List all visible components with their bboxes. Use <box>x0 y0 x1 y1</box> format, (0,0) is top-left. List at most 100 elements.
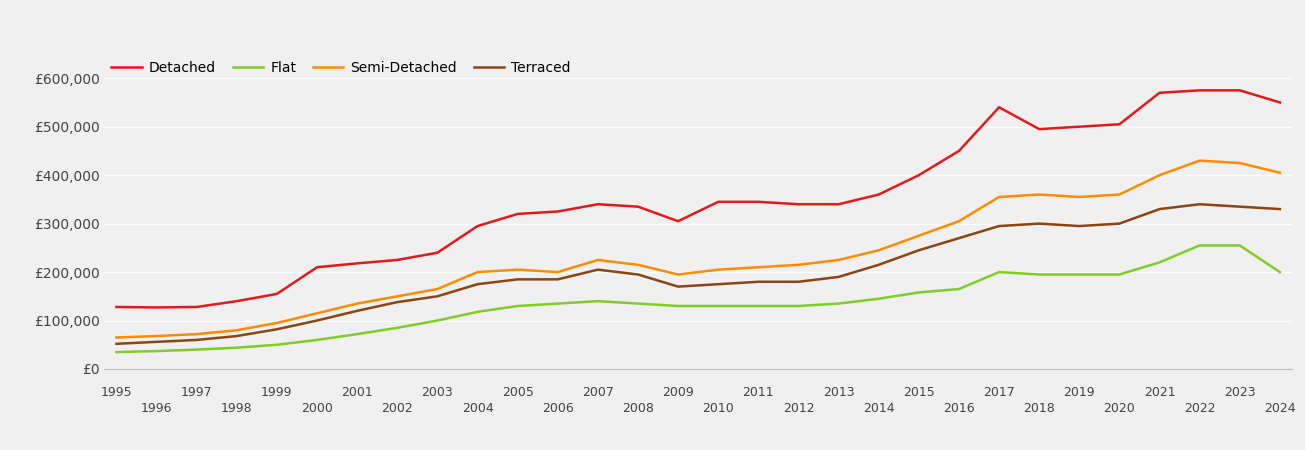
Terraced <box>470 282 485 287</box>
Semi-Detached <box>1272 170 1288 176</box>
Text: 2012: 2012 <box>783 402 814 415</box>
Terraced <box>1071 223 1087 229</box>
Text: 1995: 1995 <box>100 386 132 399</box>
Flat <box>1232 243 1248 248</box>
Terraced <box>710 282 726 287</box>
Semi-Detached <box>671 272 686 277</box>
Semi-Detached <box>1071 194 1087 200</box>
Line: Semi-Detached: Semi-Detached <box>116 161 1280 338</box>
Flat <box>470 309 485 315</box>
Detached <box>911 172 927 178</box>
Terraced <box>389 299 405 305</box>
Semi-Detached <box>992 194 1007 200</box>
Text: 2019: 2019 <box>1064 386 1095 399</box>
Flat <box>1152 260 1168 265</box>
Text: 2004: 2004 <box>462 402 493 415</box>
Detached <box>429 250 445 256</box>
Flat <box>1071 272 1087 277</box>
Text: 2014: 2014 <box>863 402 894 415</box>
Semi-Detached <box>1031 192 1047 197</box>
Text: 2011: 2011 <box>743 386 774 399</box>
Terraced <box>228 333 244 339</box>
Detached <box>710 199 726 204</box>
Text: 2002: 2002 <box>381 402 414 415</box>
Detached <box>1112 122 1128 127</box>
Detached <box>149 305 164 310</box>
Terraced <box>269 327 284 332</box>
Terraced <box>1232 204 1248 209</box>
Flat <box>590 298 606 304</box>
Line: Terraced: Terraced <box>116 204 1280 344</box>
Terraced <box>350 308 365 314</box>
Line: Detached: Detached <box>116 90 1280 307</box>
Semi-Detached <box>309 310 325 316</box>
Semi-Detached <box>710 267 726 272</box>
Terraced <box>108 341 124 346</box>
Text: 1997: 1997 <box>181 386 213 399</box>
Terraced <box>831 274 847 279</box>
Detached <box>228 298 244 304</box>
Text: 2022: 2022 <box>1184 402 1215 415</box>
Semi-Detached <box>951 219 967 224</box>
Detached <box>870 192 886 197</box>
Semi-Detached <box>911 233 927 238</box>
Detached <box>309 265 325 270</box>
Semi-Detached <box>149 333 164 339</box>
Semi-Detached <box>1191 158 1207 163</box>
Semi-Detached <box>590 257 606 263</box>
Flat <box>951 286 967 292</box>
Semi-Detached <box>389 293 405 299</box>
Detached <box>108 304 124 310</box>
Terraced <box>1152 207 1168 212</box>
Text: 2005: 2005 <box>501 386 534 399</box>
Flat <box>510 303 526 309</box>
Flat <box>630 301 646 306</box>
Terraced <box>1272 207 1288 212</box>
Flat <box>870 296 886 302</box>
Terraced <box>309 318 325 323</box>
Text: 2001: 2001 <box>342 386 373 399</box>
Terraced <box>671 284 686 289</box>
Detached <box>590 202 606 207</box>
Flat <box>791 303 806 309</box>
Semi-Detached <box>228 328 244 333</box>
Legend: Detached, Flat, Semi-Detached, Terraced: Detached, Flat, Semi-Detached, Terraced <box>111 61 570 75</box>
Semi-Detached <box>470 270 485 275</box>
Terraced <box>1191 202 1207 207</box>
Flat <box>429 318 445 323</box>
Text: 1996: 1996 <box>141 402 172 415</box>
Terraced <box>189 337 205 342</box>
Detached <box>831 202 847 207</box>
Semi-Detached <box>189 331 205 337</box>
Text: 2020: 2020 <box>1104 402 1135 415</box>
Text: 2018: 2018 <box>1023 402 1054 415</box>
Detached <box>1071 124 1087 130</box>
Text: 2013: 2013 <box>822 386 855 399</box>
Detached <box>630 204 646 209</box>
Detached <box>791 202 806 207</box>
Flat <box>1191 243 1207 248</box>
Text: 2007: 2007 <box>582 386 613 399</box>
Terraced <box>549 277 565 282</box>
Terraced <box>791 279 806 284</box>
Semi-Detached <box>791 262 806 267</box>
Detached <box>269 291 284 297</box>
Detached <box>1272 100 1288 105</box>
Text: 2003: 2003 <box>422 386 453 399</box>
Terraced <box>1031 221 1047 226</box>
Semi-Detached <box>549 270 565 275</box>
Terraced <box>149 339 164 345</box>
Flat <box>1272 270 1288 275</box>
Detached <box>389 257 405 263</box>
Text: 2016: 2016 <box>944 402 975 415</box>
Detached <box>671 219 686 224</box>
Flat <box>1112 272 1128 277</box>
Detached <box>1232 88 1248 93</box>
Text: 1998: 1998 <box>221 402 253 415</box>
Flat <box>671 303 686 309</box>
Terraced <box>429 293 445 299</box>
Semi-Detached <box>1112 192 1128 197</box>
Text: 2000: 2000 <box>301 402 333 415</box>
Flat <box>269 342 284 347</box>
Line: Flat: Flat <box>116 245 1280 352</box>
